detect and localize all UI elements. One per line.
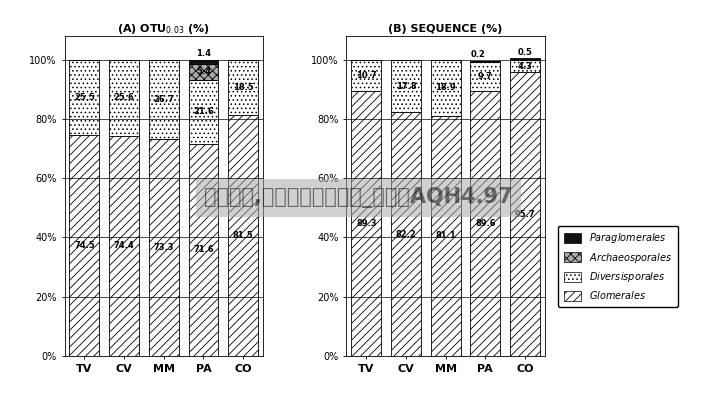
Text: 10.7: 10.7	[356, 71, 376, 80]
Bar	[431, 60, 460, 116]
Text: 马会资料,统计材料解释设想_远程版AQH4.97: 马会资料,统计材料解释设想_远程版AQH4.97	[204, 188, 513, 208]
Bar	[109, 136, 139, 356]
Bar	[189, 80, 219, 144]
Bar	[70, 135, 99, 356]
Text: 5.4: 5.4	[196, 67, 211, 76]
Text: 81.1: 81.1	[435, 231, 456, 240]
Bar	[351, 92, 381, 356]
Title: (A) OTU$_{0.03}$ (%): (A) OTU$_{0.03}$ (%)	[118, 22, 210, 36]
Text: 1.4: 1.4	[196, 49, 211, 58]
Text: 25.6: 25.6	[114, 93, 135, 102]
Bar	[511, 72, 540, 356]
Text: 0.5: 0.5	[518, 48, 533, 57]
Title: (B) SEQUENCE (%): (B) SEQUENCE (%)	[389, 24, 503, 34]
Bar	[470, 62, 500, 90]
Bar	[109, 60, 139, 136]
Text: 4.3: 4.3	[518, 62, 533, 70]
Text: 18.5: 18.5	[233, 83, 254, 92]
Text: 74.4: 74.4	[114, 241, 135, 250]
Bar	[149, 60, 179, 139]
Bar	[470, 61, 500, 62]
Text: 82.2: 82.2	[396, 230, 417, 239]
Bar	[189, 60, 219, 64]
Bar	[511, 60, 540, 72]
Text: 74.5: 74.5	[74, 241, 95, 250]
Bar	[189, 144, 219, 356]
Legend: $\it{Paraglomerales}$, $\it{Archaeosporales}$, $\it{Diversisporales}$, $\it{Glom: $\it{Paraglomerales}$, $\it{Archaeospora…	[558, 226, 678, 307]
Bar	[431, 116, 460, 356]
Bar	[511, 58, 540, 60]
Text: 89.3: 89.3	[356, 219, 376, 228]
Text: 21.6: 21.6	[193, 107, 214, 116]
Bar	[149, 139, 179, 356]
Text: 89.6: 89.6	[475, 219, 495, 228]
Bar	[228, 114, 258, 356]
Bar	[189, 64, 219, 80]
Text: 25.5: 25.5	[74, 93, 95, 102]
Text: 18.9: 18.9	[435, 83, 456, 92]
Bar	[391, 60, 421, 112]
Bar	[228, 60, 258, 114]
Text: 26.7: 26.7	[153, 95, 174, 104]
Bar	[351, 60, 381, 92]
Text: 73.3: 73.3	[153, 243, 174, 252]
Text: 9.7: 9.7	[478, 72, 493, 81]
Text: 71.6: 71.6	[193, 246, 214, 254]
Text: 81.5: 81.5	[233, 231, 254, 240]
Bar	[391, 112, 421, 356]
Text: 95.7: 95.7	[515, 210, 536, 219]
Text: 0.2: 0.2	[471, 50, 485, 59]
Bar	[470, 90, 500, 356]
Bar	[470, 60, 500, 61]
Bar	[70, 60, 99, 135]
Text: 17.8: 17.8	[396, 82, 417, 90]
